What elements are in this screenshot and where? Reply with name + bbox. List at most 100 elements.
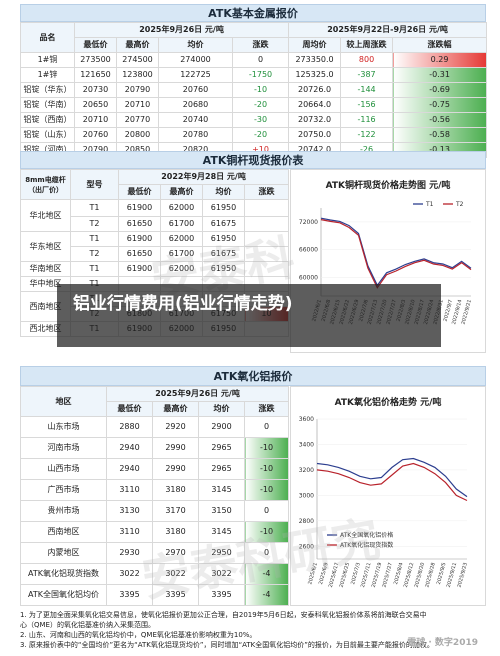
cell-avg: 20740 bbox=[158, 112, 233, 128]
y-tick-label: 3600 bbox=[299, 416, 314, 423]
cell-region: 河南市场 bbox=[20, 437, 107, 459]
cell-low: 121650 bbox=[74, 67, 117, 83]
y-tick-label: 72000 bbox=[299, 219, 318, 226]
cell-low: 2880 bbox=[106, 416, 153, 438]
cell-low: 61900 bbox=[118, 199, 161, 217]
cell-chg: -30 bbox=[231, 112, 290, 128]
cell-wpct: -0.56 bbox=[392, 112, 488, 128]
cell-low: 20650 bbox=[74, 97, 117, 113]
cell-wchg: 800 bbox=[340, 52, 394, 68]
cell-low: 3110 bbox=[106, 479, 153, 501]
cell-wchg: -156 bbox=[340, 97, 394, 113]
cell-model: T2 bbox=[70, 216, 119, 232]
x-tick-label: 2025/6/9 bbox=[318, 562, 330, 585]
table-row: 西南地区 3110 3180 3145 -10 bbox=[20, 521, 290, 543]
cell-avg: 2965 bbox=[198, 458, 245, 480]
cell-chg: -20 bbox=[231, 127, 290, 143]
cell-wavg: 20750.0 bbox=[288, 127, 342, 143]
cell-avg: 3150 bbox=[198, 500, 245, 522]
cell-avg: 3395 bbox=[198, 584, 245, 606]
date-right: 2025年9月22日-9月26日 元/吨 bbox=[288, 22, 488, 38]
header-chg: 涨跌 bbox=[231, 37, 290, 53]
x-tick-label: 2025/6/1 bbox=[307, 562, 319, 585]
cell-avg: 2900 bbox=[198, 416, 245, 438]
cell-low: 3130 bbox=[106, 500, 153, 522]
cell-avg: 20680 bbox=[158, 97, 233, 113]
cell-wpct: -0.69 bbox=[392, 82, 488, 98]
alumina-date: 2025年9月26日 元/吨 bbox=[105, 386, 290, 402]
cell-name: 铝锭（华南） bbox=[20, 97, 75, 113]
cell-high: 20770 bbox=[116, 112, 159, 128]
cell-chg: -20 bbox=[231, 97, 290, 113]
cell-high: 20710 bbox=[116, 97, 159, 113]
cell-region: 华东地区 bbox=[20, 231, 71, 262]
footnote-line: 2. 山东、河南和山西的氧化铝均价中，QME氧化铝基准价影响权重为10%。 bbox=[20, 631, 257, 639]
cell-avg: 2965 bbox=[198, 437, 245, 459]
header-high: 最高价 bbox=[160, 184, 203, 200]
copper-chart-title: ATK铜杆现货价格走势图 元/吨 bbox=[325, 181, 451, 191]
cell-high: 2990 bbox=[152, 437, 199, 459]
cell-wavg: 20664.0 bbox=[288, 97, 342, 113]
footnote-line: 心（QME）的氧化铝基准价纳入采集范围。 bbox=[20, 621, 155, 629]
legend-label: T1 bbox=[425, 201, 434, 208]
cell-high: 3180 bbox=[152, 479, 199, 501]
cell-high: 2990 bbox=[152, 458, 199, 480]
cell-avg: 3145 bbox=[198, 479, 245, 501]
table-row: 华北地区 T1 61900 62000 61950 bbox=[20, 199, 290, 232]
header-model: 型号 bbox=[70, 169, 119, 200]
table-row: T2 61650 61700 61675 bbox=[21, 216, 290, 232]
cell-low: 2940 bbox=[106, 437, 153, 459]
footnote-line: 3. 原来报价表中的“全国均价”更名为“ATK氧化铝现货均价”，同时增加“ATK… bbox=[20, 641, 434, 649]
cell-region: ATK氧化铝现货指数 bbox=[20, 563, 107, 585]
cell-wpct: -0.58 bbox=[392, 127, 488, 143]
table-row: 河南市场 2940 2990 2965 -10 bbox=[20, 437, 290, 459]
y-tick-label: 3200 bbox=[299, 467, 314, 474]
y-tick-label: 3400 bbox=[299, 441, 314, 448]
x-tick-label: 2025/9/23 bbox=[457, 562, 469, 588]
series-line-1 bbox=[320, 217, 472, 287]
cell-region: 华南地区 bbox=[20, 261, 71, 277]
cell-name: 铝锭（西南） bbox=[20, 112, 75, 128]
cell-low: 20710 bbox=[74, 112, 117, 128]
cell-region: 贵州市场 bbox=[20, 500, 107, 522]
cell-region: ATK全国氧化铝均价 bbox=[20, 584, 107, 606]
cell-high: 2920 bbox=[152, 416, 199, 438]
x-tick-label: 2025/7/3 bbox=[350, 562, 362, 585]
cell-low: 20730 bbox=[74, 82, 117, 98]
cell-high: 20800 bbox=[116, 127, 159, 143]
table-row: 铝锭（山东） 20760 20800 20780 -20 20750.0 -12… bbox=[20, 127, 488, 143]
cell-chg: -4 bbox=[243, 584, 290, 606]
cell-region: 广西市场 bbox=[20, 479, 107, 501]
alumina-chart: ATK氧化铝价格走势 元/吨 3600 3400 3200 3000 2800 2600 2… bbox=[290, 386, 486, 606]
basic-metals-table: 品名 2025年9月26日 元/吨 2025年9月22日-9月26日 元/吨 最… bbox=[20, 22, 488, 158]
y-tick-label: 60000 bbox=[299, 274, 318, 281]
rod-date: 2022年9月28日 元/吨 bbox=[117, 169, 290, 185]
cell-model: T2 bbox=[70, 246, 119, 262]
cell-avg: 20780 bbox=[158, 127, 233, 143]
table-row: T2 61650 61700 61675 bbox=[21, 246, 290, 262]
header-high: 最高价 bbox=[116, 37, 159, 53]
cell-high: 20790 bbox=[116, 82, 159, 98]
cell-name: 1#铜 bbox=[20, 52, 75, 68]
page-title: 铝业行情费用(铝业行情走势) bbox=[73, 294, 293, 314]
cell-chg: 0 bbox=[243, 416, 290, 438]
header-avg: 均价 bbox=[198, 401, 245, 417]
alumina-chart-svg: 3600 3400 3200 3000 2800 2600 2025/6/1 2025/6/9… bbox=[299, 416, 469, 588]
table-row: 贵州市场 3130 3170 3150 0 bbox=[20, 500, 290, 522]
cell-region: 山西市场 bbox=[20, 458, 107, 480]
y-tick-label: 3000 bbox=[299, 492, 314, 499]
cell-region: 西南地区 bbox=[20, 521, 107, 543]
header-rod: 8mm电缆杆（出厂价） bbox=[20, 169, 71, 200]
table-row: 铝锭（华南） 20650 20710 20680 -20 20664.0 -15… bbox=[20, 97, 488, 113]
cell-high: 62000 bbox=[160, 199, 203, 217]
x-tick-label: 2022/9/7 bbox=[443, 299, 455, 322]
cell-high: 274500 bbox=[116, 52, 159, 68]
cell-high: 123800 bbox=[116, 67, 159, 83]
cell-avg: 274000 bbox=[158, 52, 233, 68]
table-row: ATK氧化铝现货指数 3022 3022 3022 -4 bbox=[20, 563, 290, 585]
watermark-stamp: 雪球 · 数字2019 bbox=[407, 638, 478, 648]
cell-model: T1 bbox=[70, 231, 119, 247]
copper-rod-title: ATK铜杆现货报价表 bbox=[20, 151, 486, 169]
y-tick-label: 2800 bbox=[299, 518, 314, 525]
cell-chg: -10 bbox=[243, 437, 290, 459]
